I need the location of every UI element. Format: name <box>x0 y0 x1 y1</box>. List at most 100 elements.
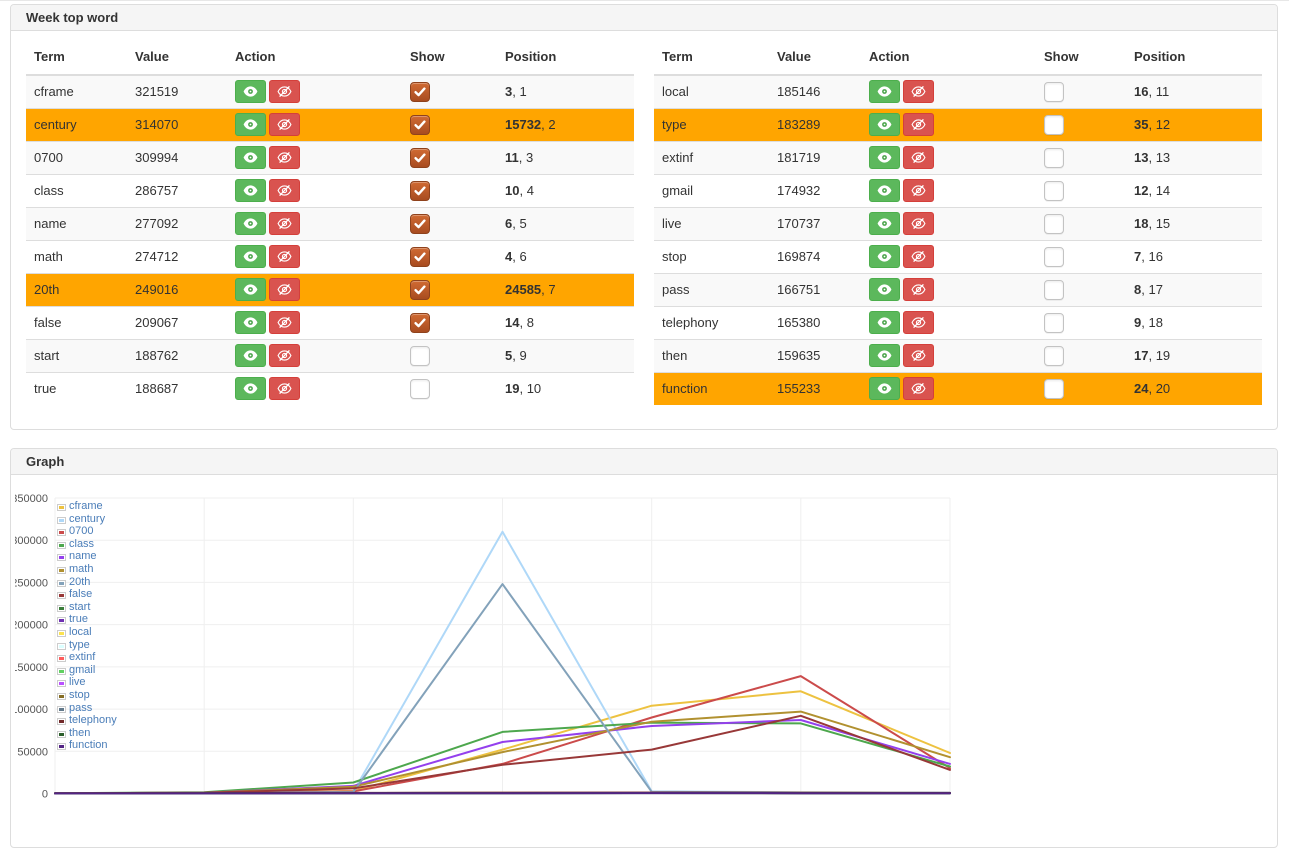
show-checkbox[interactable] <box>1044 214 1064 234</box>
hide-term-button[interactable] <box>903 344 934 367</box>
show-checkbox[interactable] <box>1044 379 1064 399</box>
show-term-button[interactable] <box>869 113 900 136</box>
legend-series-label[interactable]: start <box>69 601 90 613</box>
y-tick-label: 50000 <box>17 746 48 758</box>
show-term-button[interactable] <box>235 311 266 334</box>
show-checkbox[interactable] <box>1044 313 1064 333</box>
legend-series-label[interactable]: then <box>69 727 90 739</box>
legend-series-label[interactable]: 0700 <box>69 525 93 537</box>
hide-term-button[interactable] <box>269 146 300 169</box>
show-cell <box>402 372 497 405</box>
show-term-button[interactable] <box>869 344 900 367</box>
show-term-button[interactable] <box>869 212 900 235</box>
show-checkbox[interactable] <box>1044 115 1064 135</box>
legend-series-label[interactable]: extinf <box>69 651 95 663</box>
show-term-button[interactable] <box>235 245 266 268</box>
legend-series-label[interactable]: pass <box>69 702 92 714</box>
show-checkbox[interactable] <box>410 115 430 135</box>
y-tick-label: 350000 <box>15 493 48 505</box>
show-term-button[interactable] <box>235 377 266 400</box>
hide-term-button[interactable] <box>269 344 300 367</box>
legend-series-label[interactable]: live <box>69 676 86 688</box>
legend-series-label[interactable]: cframe <box>69 500 103 512</box>
show-checkbox[interactable] <box>410 313 430 333</box>
show-term-button[interactable] <box>235 146 266 169</box>
show-term-button[interactable] <box>235 212 266 235</box>
show-checkbox[interactable] <box>410 346 430 366</box>
hide-term-button[interactable] <box>903 278 934 301</box>
show-term-button[interactable] <box>235 179 266 202</box>
hide-term-button[interactable] <box>269 245 300 268</box>
show-checkbox[interactable] <box>410 280 430 300</box>
legend-series-label[interactable]: 20th <box>69 576 90 588</box>
legend-series-label[interactable]: telephony <box>69 714 117 726</box>
show-checkbox[interactable] <box>410 82 430 102</box>
eye-slash-icon <box>911 383 926 394</box>
hide-term-button[interactable] <box>903 80 934 103</box>
legend-series-label[interactable]: century <box>69 513 105 525</box>
panel-title: Week top word <box>11 5 1277 31</box>
hide-term-button[interactable] <box>903 179 934 202</box>
show-term-button[interactable] <box>869 245 900 268</box>
show-checkbox[interactable] <box>1044 181 1064 201</box>
hide-term-button[interactable] <box>269 113 300 136</box>
show-term-button[interactable] <box>235 344 266 367</box>
eye-icon <box>877 251 892 262</box>
legend-series-label[interactable]: true <box>69 613 88 625</box>
show-term-button[interactable] <box>869 377 900 400</box>
hide-term-button[interactable] <box>903 377 934 400</box>
legend-series-label[interactable]: name <box>69 550 97 562</box>
legend-swatch <box>57 605 66 612</box>
show-checkbox[interactable] <box>410 214 430 234</box>
show-cell <box>402 339 497 372</box>
legend-series-label[interactable]: math <box>69 563 93 575</box>
show-term-button[interactable] <box>235 278 266 301</box>
show-checkbox[interactable] <box>410 148 430 168</box>
legend-swatch <box>57 517 66 524</box>
hide-term-button[interactable] <box>903 311 934 334</box>
show-term-button[interactable] <box>869 311 900 334</box>
hide-term-button[interactable] <box>903 212 934 235</box>
show-checkbox[interactable] <box>1044 247 1064 267</box>
hide-term-button[interactable] <box>269 80 300 103</box>
hide-term-button[interactable] <box>269 278 300 301</box>
show-term-button[interactable] <box>869 278 900 301</box>
hide-term-button[interactable] <box>903 245 934 268</box>
show-checkbox[interactable] <box>410 247 430 267</box>
show-term-button[interactable] <box>869 146 900 169</box>
legend-series-label[interactable]: class <box>69 538 94 550</box>
show-cell <box>402 207 497 240</box>
hide-term-button[interactable] <box>903 113 934 136</box>
legend-series-label[interactable]: gmail <box>69 664 95 676</box>
show-term-button[interactable] <box>235 80 266 103</box>
column-header-term: Term <box>654 39 769 75</box>
legend-series-label[interactable]: function <box>69 739 108 751</box>
legend-series-label[interactable]: false <box>69 588 92 600</box>
eye-icon <box>877 350 892 361</box>
show-checkbox[interactable] <box>410 181 430 201</box>
show-checkbox[interactable] <box>1044 148 1064 168</box>
legend-item: telephony <box>57 714 117 727</box>
hide-term-button[interactable] <box>269 377 300 400</box>
show-checkbox[interactable] <box>1044 82 1064 102</box>
show-term-button[interactable] <box>869 179 900 202</box>
legend-item: gmail <box>57 664 117 677</box>
column-header-position: Position <box>1126 39 1262 75</box>
hide-term-button[interactable] <box>269 179 300 202</box>
hide-term-button[interactable] <box>269 212 300 235</box>
show-term-button[interactable] <box>235 113 266 136</box>
legend-series-label[interactable]: local <box>69 626 92 638</box>
show-checkbox[interactable] <box>1044 346 1064 366</box>
show-checkbox[interactable] <box>410 379 430 399</box>
legend-series-label[interactable]: type <box>69 639 90 651</box>
hide-term-button[interactable] <box>269 311 300 334</box>
hide-term-button[interactable] <box>903 146 934 169</box>
legend-series-label[interactable]: stop <box>69 689 90 701</box>
position-cell: 10, 4 <box>497 174 634 207</box>
show-term-button[interactable] <box>869 80 900 103</box>
show-checkbox[interactable] <box>1044 280 1064 300</box>
position-cell: 13, 13 <box>1126 141 1262 174</box>
